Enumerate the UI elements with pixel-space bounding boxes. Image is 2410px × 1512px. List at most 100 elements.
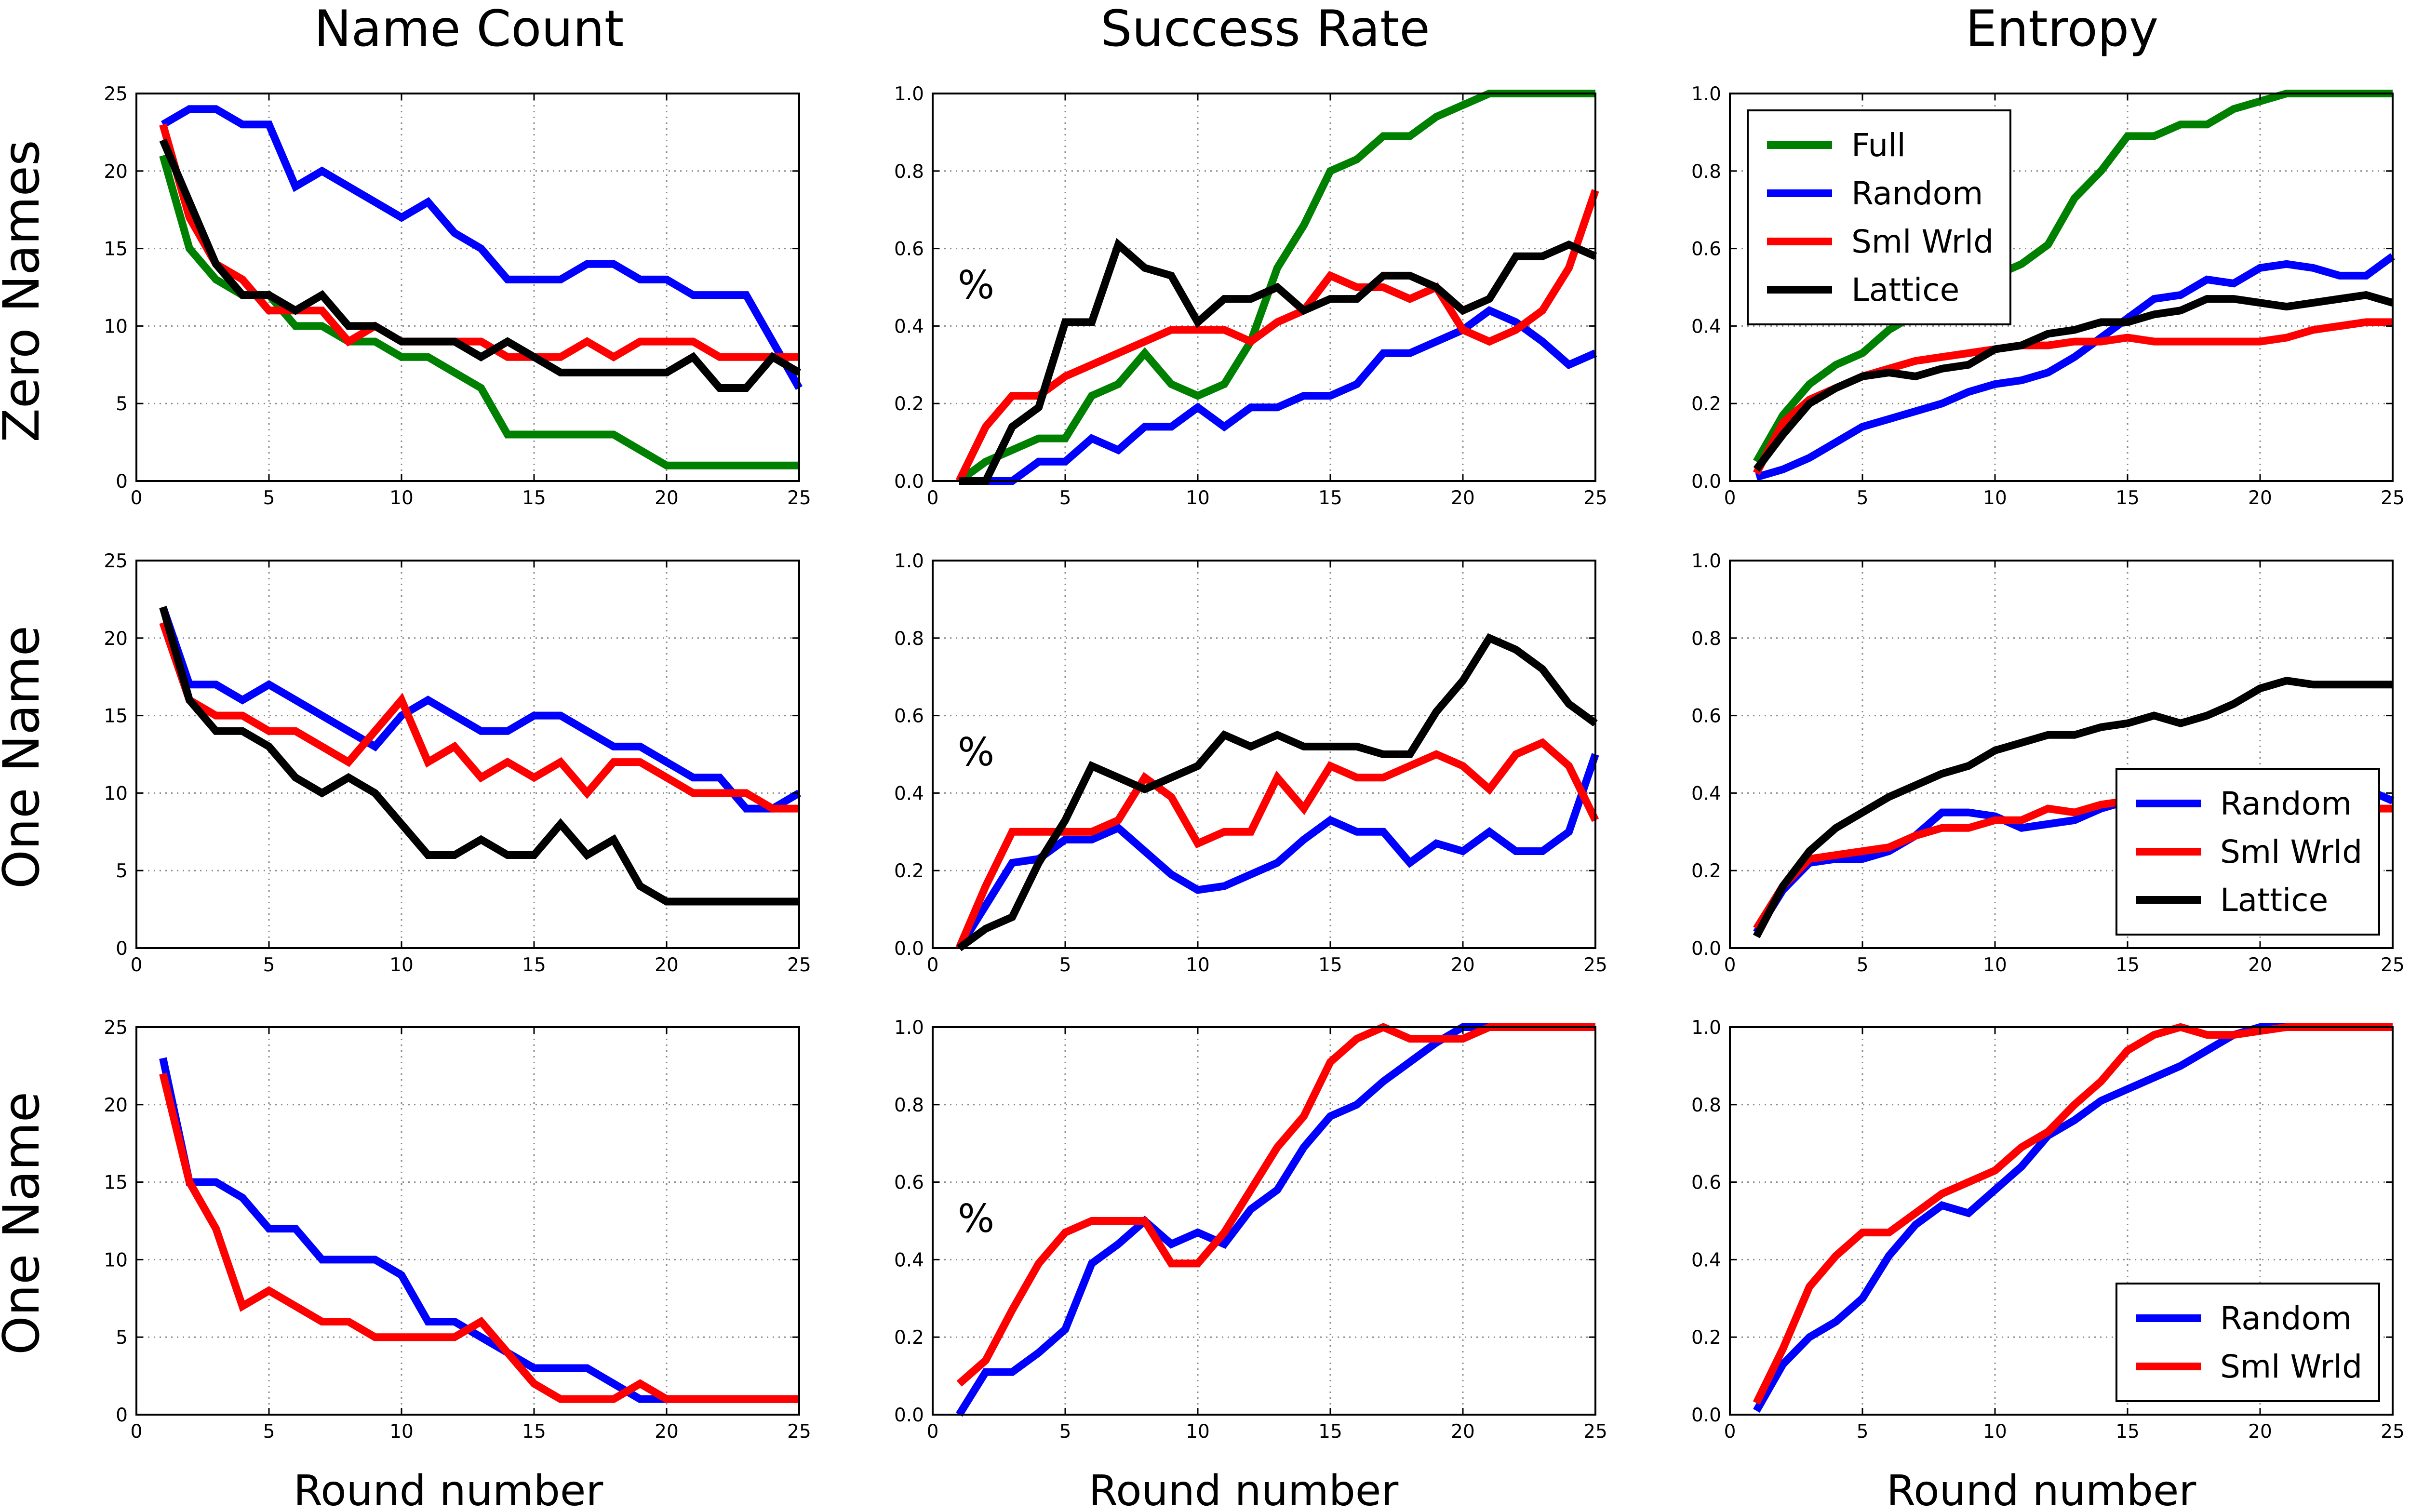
x-tick-label: 0: [927, 487, 939, 509]
percent-annotation: %: [958, 263, 994, 308]
legend: Full Random Sml Wrld Lattice: [1747, 109, 2011, 325]
x-tick-label: 25: [1583, 487, 1607, 509]
series-line-sml-wrld: [955, 738, 1599, 950]
x-tick-label: 15: [2115, 487, 2140, 509]
series-line-random: [159, 605, 802, 813]
x-tick-label: 5: [263, 1421, 275, 1443]
x-tick-label: 15: [522, 954, 546, 976]
y-tick-label: 1.0: [894, 1017, 924, 1039]
x-tick-label: 0: [131, 487, 143, 509]
series-line-sml-wrld: [159, 1072, 799, 1403]
x-tick-label: 0: [1724, 1421, 1736, 1443]
series-line-random: [956, 753, 1599, 950]
x-tick-label: 25: [2381, 487, 2405, 509]
x-tick-label: 10: [1186, 954, 1210, 976]
y-tick-label: 0.6: [894, 239, 924, 260]
x-tick-label: 25: [1583, 954, 1607, 976]
y-tick-label: 25: [104, 1017, 128, 1039]
y-tick-label: 1.0: [894, 550, 924, 572]
y-tick-label: 10: [104, 316, 128, 337]
y-tick-label: 15: [104, 706, 128, 727]
x-tick-label: 10: [389, 1421, 414, 1443]
y-tick-label: 0.4: [894, 1249, 924, 1271]
x-tick-label: 20: [2248, 487, 2272, 509]
x-tick-label: 10: [389, 487, 414, 509]
x-tick-label: 20: [1451, 1421, 1475, 1443]
y-tick-label: 0.8: [894, 628, 924, 650]
x-tick-label: 15: [1318, 954, 1342, 976]
axes-frame: [135, 1026, 800, 1416]
y-tick-label: 5: [116, 860, 128, 882]
x-tick-label: 25: [2381, 954, 2405, 976]
y-tick-label: 0.2: [894, 393, 924, 415]
legend-label-random: Random: [1851, 175, 1983, 212]
axes-frame: [932, 93, 1596, 482]
y-tick-label: 0.4: [1691, 783, 1721, 804]
y-tick-label: 0.6: [894, 1172, 924, 1194]
y-tick-label: 5: [116, 393, 128, 415]
y-tick-label: 0.0: [894, 938, 924, 960]
y-tick-label: 1.0: [1691, 83, 1721, 105]
x-tick-label: 25: [2381, 1421, 2405, 1443]
column-title-name-count: Name Count: [314, 0, 624, 58]
y-tick-label: 20: [104, 628, 128, 650]
y-tick-label: 1.0: [1691, 550, 1721, 572]
series-line-lattice: [159, 138, 802, 392]
subplot-r2-c1: 0 5 10 15 20 25 0.0 0.2 0.4 0.6 0.8 1.0%: [894, 1017, 1607, 1443]
series-line-lattice: [159, 606, 799, 906]
percent-annotation: %: [958, 730, 994, 775]
y-tick-label: 0.2: [1691, 1327, 1721, 1349]
legend-label-lattice: Lattice: [2220, 882, 2328, 919]
x-tick-label: 25: [1583, 1421, 1607, 1443]
subplot-r2-c0: 0 5 10 15 20 25 0 5 10 15 20 25: [104, 1017, 811, 1443]
y-tick-label: 0.6: [1691, 1172, 1721, 1194]
row-label-one-name-bottom: One Name: [0, 1092, 51, 1355]
subplot-r0-c2: 0 5 10 15 20 25 0.0 0.2 0.4 0.6 0.8 1.0 Full Random Sm…: [1691, 83, 2405, 509]
legend: Random Sml Wrld: [2115, 1283, 2380, 1402]
legend-label-lattice: Lattice: [1851, 271, 1959, 308]
y-tick-label: 0.0: [894, 1405, 924, 1426]
axes-frame: [1729, 1026, 2394, 1416]
y-tick-label: 15: [104, 1172, 128, 1194]
series-line-full: [159, 154, 799, 469]
y-tick-label: 0: [116, 938, 128, 960]
series-line-lattice: [957, 633, 1598, 951]
y-tick-label: 0.6: [1691, 239, 1721, 260]
percent-annotation: %: [958, 1196, 994, 1241]
series-line-sml-wrld: [159, 123, 799, 361]
axes-frame: [932, 1026, 1596, 1416]
y-tick-label: 0.2: [1691, 393, 1721, 415]
x-tick-label: 25: [787, 954, 811, 976]
x-tick-label: 20: [2248, 954, 2272, 976]
series-line-sml-wrld: [955, 189, 1599, 483]
x-axis-label-name-count: Round number: [294, 1466, 603, 1512]
y-tick-label: 0.6: [1691, 706, 1721, 727]
legend-box: [2115, 1283, 2380, 1402]
x-tick-label: 5: [263, 487, 275, 509]
y-tick-label: 0.8: [1691, 161, 1721, 183]
x-tick-label: 10: [1186, 487, 1210, 509]
y-tick-label: 0.0: [1691, 471, 1721, 493]
y-tick-label: 1.0: [894, 83, 924, 105]
x-tick-label: 15: [1318, 1421, 1342, 1443]
x-tick-label: 20: [655, 487, 679, 509]
x-tick-label: 25: [787, 487, 811, 509]
y-tick-label: 0.0: [1691, 1405, 1721, 1426]
y-tick-label: 10: [104, 783, 128, 804]
axes-frame: [1729, 93, 2394, 482]
y-tick-label: 0.2: [894, 1327, 924, 1349]
series-line-random: [1755, 253, 2395, 481]
y-tick-label: 25: [104, 83, 128, 105]
x-tick-label: 20: [2248, 1421, 2272, 1443]
y-tick-label: 1.0: [1691, 1017, 1721, 1039]
x-tick-label: 15: [1318, 487, 1342, 509]
x-axis-label-success-rate: Round number: [1089, 1466, 1399, 1512]
x-tick-label: 10: [1186, 1421, 1210, 1443]
x-tick-label: 15: [2115, 954, 2140, 976]
x-tick-label: 5: [1857, 954, 1869, 976]
legend-label-sml-wrld: Sml Wrld: [1851, 223, 1994, 260]
axes-frame: [932, 560, 1596, 949]
series-line-sml-wrld: [956, 1023, 1595, 1387]
legend-label-sml-wrld: Sml Wrld: [2220, 1348, 2362, 1385]
x-tick-label: 10: [1983, 954, 2007, 976]
